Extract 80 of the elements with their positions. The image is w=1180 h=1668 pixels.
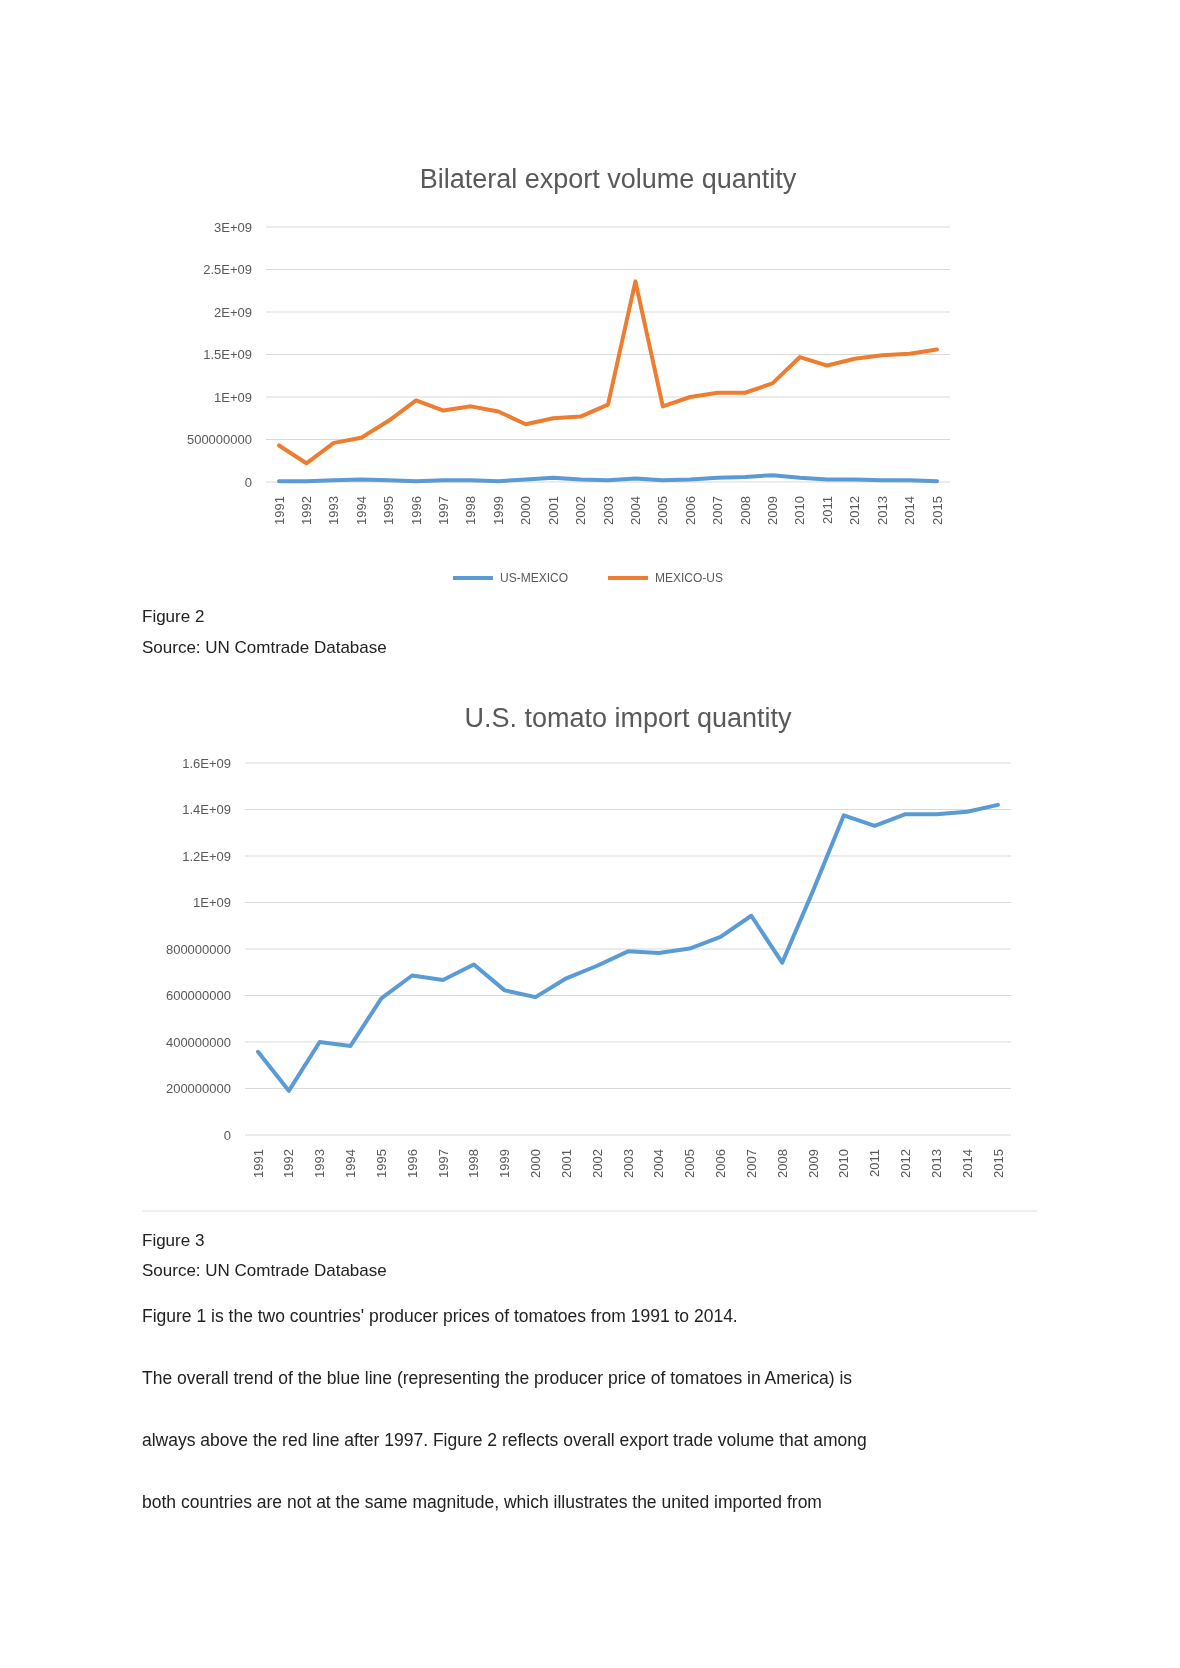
x-tick-label: 2015 [990,1149,1006,1178]
legend-label: US-MEXICO [500,571,569,586]
source-note: Source: UN Comtrade Database [142,1261,387,1280]
x-tick-label: 1999 [497,1149,513,1178]
source-note: Source: UN Comtrade Database [142,638,387,657]
y-tick-label: 1.6E+09 [182,755,231,771]
x-tick-label: 1993 [326,496,342,525]
x-tick-label: 1997 [436,496,452,525]
x-tick-label: 1997 [435,1149,451,1178]
y-tick-label: 200000000 [165,1081,231,1097]
y-tick-label: 1E+09 [193,895,231,911]
x-tick-label: 2001 [558,1149,574,1178]
x-tick-label: 1994 [343,1149,359,1178]
line-series [256,802,1000,1093]
x-tick-label: 1991 [250,1149,266,1178]
x-tick-label: 1992 [298,496,314,525]
x-tick-label: 1995 [381,496,397,525]
y-tick-label: 800000000 [165,941,231,957]
x-tick-label: 2012 [898,1149,914,1178]
y-tick-label: 3E+09 [214,219,252,235]
x-tick-label: 1999 [490,496,506,525]
y-tick-label: 0 [244,474,252,490]
x-tick-label: 2010 [792,496,808,525]
x-tick-label: 2013 [928,1149,944,1178]
caption: Figure 1 is the two countries' producer prices of tomatoes from 1991 to 2014. [142,1306,738,1326]
y-tick-label: 2.5E+09 [203,262,252,278]
x-tick-label: 1996 [404,1149,420,1178]
x-tick-label: 1993 [312,1149,328,1178]
text: always above the red line after 1997. Figure 2 reflects overall export trade volume that among [142,1430,867,1450]
x-tick-label: 2011 [819,496,835,524]
x-tick-label: 2004 [651,1149,667,1178]
x-tick-label: 2002 [589,1149,605,1178]
caption: Figure 2 [142,607,205,626]
x-tick-label: 2014 [902,496,918,525]
x-tick-label: 2004 [627,496,643,525]
x-tick-label: 1994 [353,496,369,525]
text: both countries are not at the same magnitude, which illustrates the united imported from [142,1492,822,1512]
x-tick-label: 1998 [466,1149,482,1178]
y-tick-label: 0 [223,1127,231,1143]
x-tick-label: 2001 [545,496,561,525]
x-tick-label: 2003 [620,1149,636,1178]
y-tick-label: 1.2E+09 [182,848,231,864]
legend-label: MEXICO-US [655,571,724,586]
x-tick-label: 2011 [867,1149,883,1177]
y-tick-label: 400000000 [165,1034,231,1050]
x-tick-label: 2006 [713,1149,729,1178]
caption: Figure 3 [142,1231,205,1250]
x-tick-label: 2009 [765,496,781,525]
x-tick-label: 2013 [874,496,890,525]
x-tick-label: 2006 [682,496,698,525]
x-tick-label: 1992 [281,1149,297,1178]
y-tick-label: 1.5E+09 [203,347,252,363]
x-tick-label: 2009 [805,1149,821,1178]
x-tick-label: 2003 [600,496,616,525]
x-tick-label: 1991 [271,496,287,525]
x-tick-label: 2010 [836,1149,852,1178]
y-tick-label: 500000000 [186,432,252,448]
x-tick-label: 2008 [774,1149,790,1178]
x-tick-label: 2002 [573,496,589,525]
x-tick-label: 2008 [737,496,753,525]
x-tick-label: 2015 [929,496,945,525]
y-tick-label: 600000000 [165,988,231,1004]
x-tick-label: 1996 [408,496,424,525]
x-tick-label: 2012 [847,496,863,525]
x-tick-label: 1995 [373,1149,389,1178]
y-tick-label: 2E+09 [214,304,252,320]
y-tick-label: 1.4E+09 [182,802,231,818]
chart-title: Bilateral export volume quantity [419,164,797,194]
y-tick-label: 1E+09 [214,389,252,405]
x-tick-label: 1998 [463,496,479,525]
x-tick-label: 2000 [528,1149,544,1178]
x-tick-label: 2005 [682,1149,698,1178]
x-tick-label: 2000 [518,496,534,525]
text: The overall trend of the blue line (representing the producer price of tomatoes in America) is [142,1368,853,1388]
chart-title: U.S. tomato import quantity [464,703,793,733]
x-tick-label: 2005 [655,496,671,525]
line-series [277,279,939,466]
x-tick-label: 2007 [710,496,726,525]
x-tick-label: 2014 [959,1149,975,1178]
x-tick-label: 2007 [743,1149,759,1178]
